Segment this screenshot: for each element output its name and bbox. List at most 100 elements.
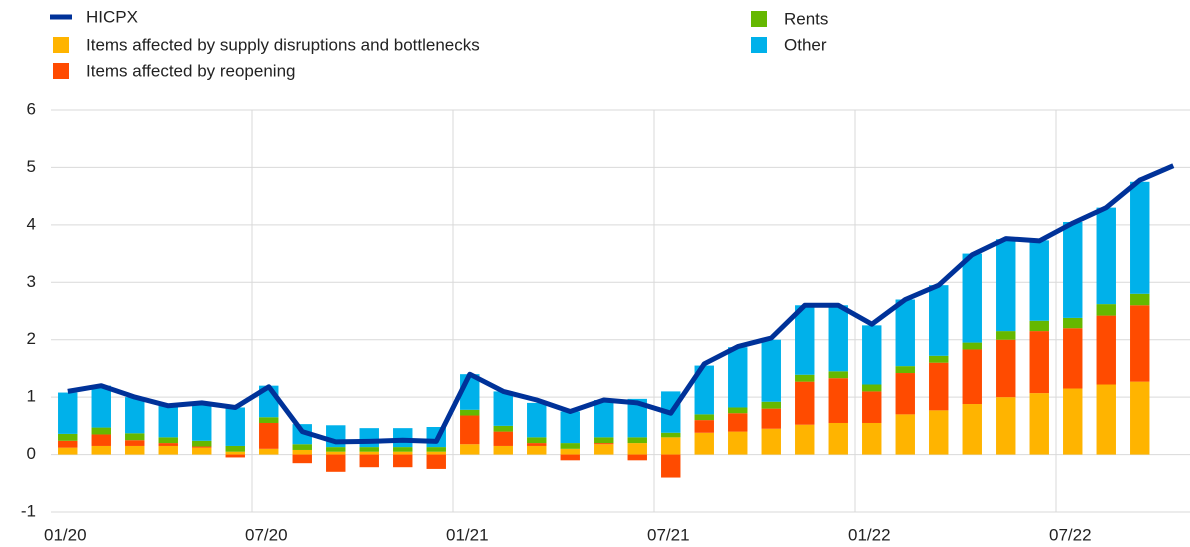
bar-segment: [962, 404, 982, 455]
bar-segment: [728, 347, 748, 408]
bar-segment: [125, 440, 145, 446]
bar-segment: [158, 405, 178, 438]
bar-segment: [828, 371, 848, 379]
bar-segment: [426, 447, 446, 452]
bar-segment: [125, 433, 145, 441]
bar-segment: [1096, 304, 1116, 316]
bar-segment: [1063, 388, 1083, 455]
bar-segment: [527, 443, 547, 446]
legend-swatch: [751, 11, 767, 27]
bar-segment: [895, 366, 915, 374]
bar-segment: [929, 285, 949, 356]
bar-segment: [996, 239, 1016, 332]
bar-segment: [493, 445, 513, 455]
bar-segment: [929, 362, 949, 411]
bar-segment: [627, 437, 647, 444]
bar-segment: [795, 381, 815, 425]
bar-segment: [862, 391, 882, 423]
bar-segment: [627, 454, 647, 461]
bar-segment: [560, 454, 580, 461]
bar-segment: [393, 428, 413, 448]
bar-segment: [359, 447, 379, 452]
legend-swatch: [751, 37, 767, 53]
bar-segment: [728, 407, 748, 414]
bar-segment: [828, 305, 848, 372]
bar-segment: [393, 447, 413, 452]
line: [67, 163, 1175, 445]
bar-segment: [1063, 317, 1083, 329]
bar-segment: [694, 432, 714, 455]
y-tick-label: 6: [27, 99, 36, 118]
bar-segment: [895, 299, 915, 367]
bar-segment: [862, 422, 882, 455]
bar-segment: [694, 420, 714, 433]
legend-label: Other: [784, 35, 827, 54]
bar-segment: [493, 431, 513, 446]
legend-label: Rents: [784, 9, 828, 28]
bar-segment: [594, 443, 614, 445]
bar-segment: [761, 428, 781, 455]
bar-segment: [326, 447, 346, 452]
y-tick-label: -1: [21, 501, 36, 520]
bar-segment: [259, 422, 279, 449]
bar-segment: [661, 454, 681, 478]
bar-segment: [91, 434, 111, 446]
bar-segment: [259, 448, 279, 455]
y-tick-label: 1: [27, 387, 36, 406]
bar-segment: [996, 397, 1016, 455]
bar-segment: [560, 411, 580, 444]
bar-segment: [393, 451, 413, 455]
bar-segment: [761, 408, 781, 429]
bar-segment: [962, 349, 982, 405]
bar-segment: [1130, 181, 1150, 294]
bar-segment: [694, 414, 714, 421]
bar-segment: [661, 437, 681, 455]
bar-segment: [1096, 207, 1116, 305]
bar-segment: [158, 437, 178, 444]
bar-segment: [895, 373, 915, 415]
bar-segment: [560, 448, 580, 455]
bar-segment: [493, 425, 513, 432]
bar-segment: [1130, 305, 1150, 382]
bar-segment: [828, 378, 848, 423]
bar-segment: [895, 414, 915, 455]
x-tick-label: 01/21: [446, 525, 489, 544]
bar-segment: [761, 339, 781, 402]
bar-segment: [1063, 328, 1083, 389]
bar-segment: [426, 451, 446, 455]
bar-segment: [962, 342, 982, 350]
bar-segment: [527, 402, 547, 438]
bar-segment: [460, 415, 480, 445]
bar-segment: [359, 454, 379, 468]
bar-segment: [1063, 221, 1083, 318]
bar-segment: [728, 413, 748, 432]
bar-segment: [58, 392, 78, 434]
bar-segment: [627, 443, 647, 455]
bar-segment: [125, 445, 145, 455]
bar-segment: [292, 454, 312, 464]
bar-segment: [125, 397, 145, 434]
bar-segment: [1130, 293, 1150, 306]
y-tick-label: 2: [27, 329, 36, 348]
bar-segment: [1029, 320, 1049, 332]
legend-label: Items affected by reopening: [86, 61, 296, 80]
bar-segment: [91, 385, 111, 428]
bar-segment: [661, 432, 681, 438]
bar-segment: [158, 445, 178, 455]
bar-segment: [493, 391, 513, 426]
bar-segment: [225, 445, 245, 452]
bar-segment: [58, 433, 78, 441]
legend-swatch: [53, 37, 69, 53]
x-tick-label: 07/20: [245, 525, 288, 544]
y-tick-label: 3: [27, 272, 36, 291]
bar-segment: [862, 384, 882, 392]
bar-segment: [795, 305, 815, 375]
bar-segment: [91, 445, 111, 455]
bar-segment: [359, 451, 379, 455]
bar-segment: [527, 437, 547, 444]
x-tick-label: 01/22: [848, 525, 891, 544]
bar-segment: [225, 451, 245, 455]
x-tick-label: 07/21: [647, 525, 690, 544]
bar-segment: [862, 325, 882, 385]
bar-segment: [761, 401, 781, 409]
